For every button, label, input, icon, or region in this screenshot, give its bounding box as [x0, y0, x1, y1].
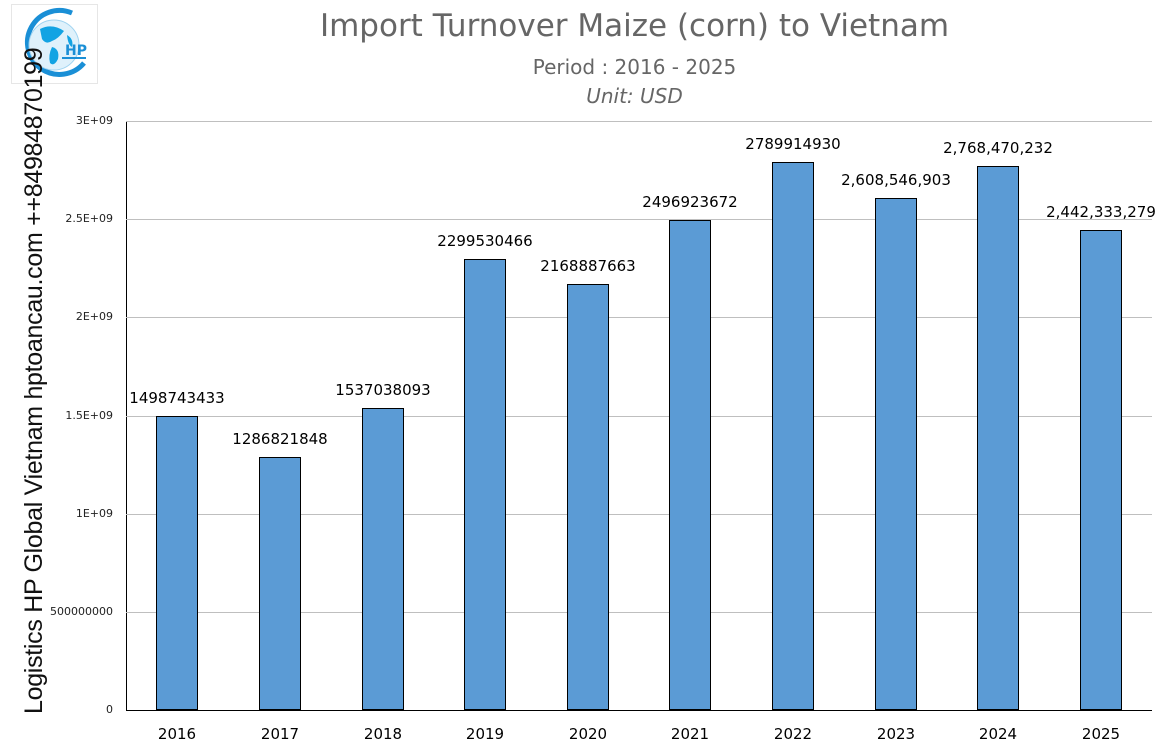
data-label: 1498743433	[129, 389, 225, 407]
y-tick-label: 2.5E+09	[65, 212, 113, 225]
data-label: 2,442,333,279	[1046, 203, 1156, 221]
x-tick-label: 2017	[260, 725, 300, 743]
y-tick-label: 3E+09	[75, 114, 113, 127]
x-tick-label: 2019	[465, 725, 505, 743]
gridline	[126, 219, 1152, 220]
x-tick-label: 2018	[363, 725, 403, 743]
bar-2016	[156, 416, 198, 710]
x-tick-label: 2025	[1081, 725, 1121, 743]
chart-unit: Unit: USD	[586, 84, 683, 108]
bar-2021	[669, 220, 711, 710]
globe-logo-icon: HP	[25, 7, 87, 77]
bar-2017	[259, 457, 301, 710]
gridline	[126, 612, 1152, 613]
data-label: 2168887663	[540, 257, 636, 275]
data-label: 1537038093	[335, 381, 431, 399]
bar-2022	[772, 162, 814, 710]
svg-text:HP: HP	[65, 43, 87, 59]
x-tick-label: 2023	[876, 725, 916, 743]
gridline	[126, 121, 1152, 122]
y-tick-label: 0	[106, 703, 113, 716]
gridline	[126, 514, 1152, 515]
data-label: 2496923672	[642, 193, 738, 211]
bar-2024	[977, 166, 1019, 710]
x-tick-label: 2016	[157, 725, 197, 743]
x-tick-label: 2021	[670, 725, 710, 743]
y-tick-label: 1E+09	[75, 507, 113, 520]
data-label: 1286821848	[232, 430, 328, 448]
data-label: 2,608,546,903	[841, 171, 951, 189]
gridline	[126, 416, 1152, 417]
chart-subtitle: Period : 2016 - 2025	[532, 55, 737, 79]
bar-2018	[362, 408, 404, 710]
company-logo: HP	[11, 4, 98, 84]
y-tick-label: 2E+09	[75, 310, 113, 323]
data-label: 2,768,470,232	[943, 139, 1053, 157]
y-tick-label: 500000000	[50, 605, 113, 618]
x-tick-label: 2022	[773, 725, 813, 743]
x-tick-label: 2020	[568, 725, 608, 743]
bar-2019	[464, 259, 506, 710]
bar-2023	[875, 198, 917, 710]
bar-2025	[1080, 230, 1122, 710]
data-label: 2299530466	[437, 232, 533, 250]
data-label: 2789914930	[745, 135, 841, 153]
x-axis-line	[126, 710, 1152, 711]
bar-2020	[567, 284, 609, 710]
chart-title: Import Turnover Maize (corn) to Vietnam	[319, 8, 950, 44]
x-tick-label: 2024	[978, 725, 1018, 743]
y-tick-label: 1.5E+09	[65, 409, 113, 422]
gridline	[126, 317, 1152, 318]
